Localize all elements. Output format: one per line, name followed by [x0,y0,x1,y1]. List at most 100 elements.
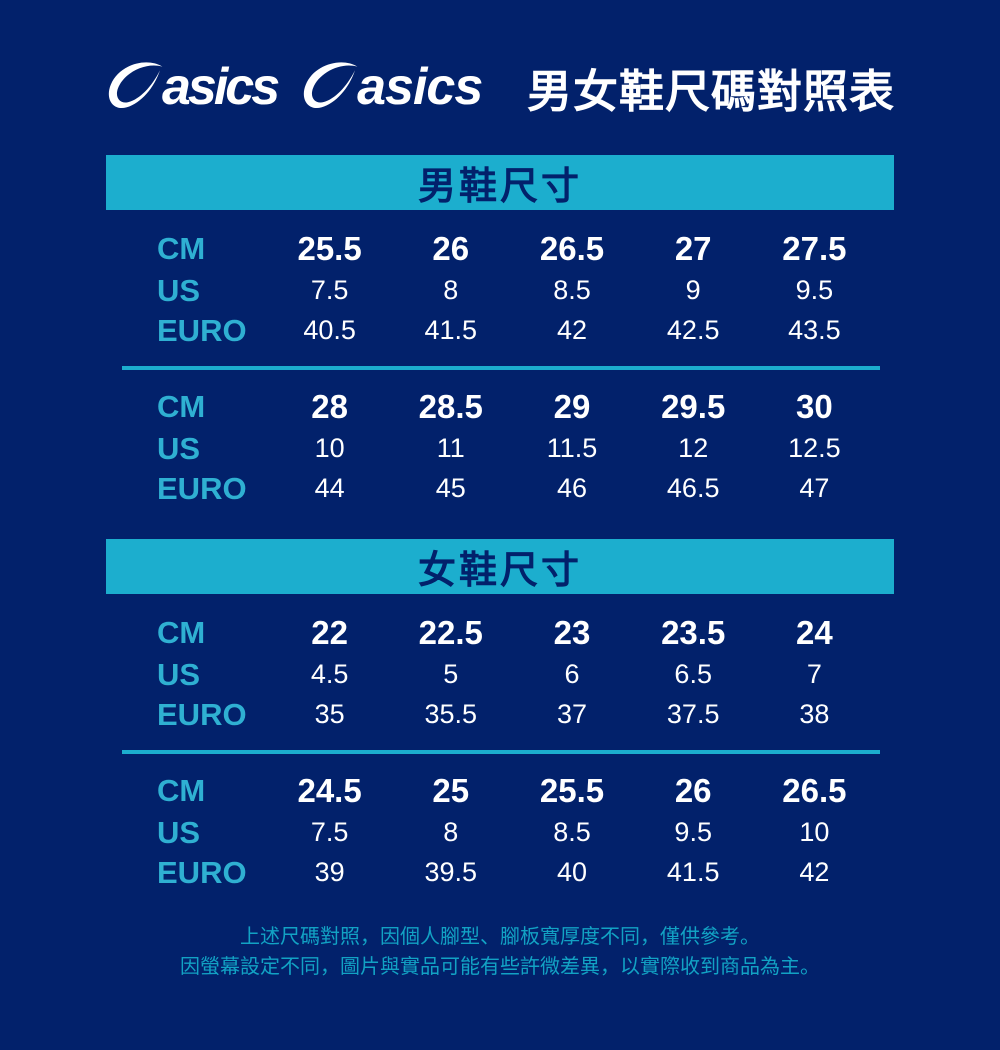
table-row-us: US 7.5 8 8.5 9 9.5 [157,270,875,310]
row-label-euro: EURO [157,854,247,890]
size-value: 35 [314,698,345,729]
row-label-us: US [157,814,201,850]
table-row-us: US 7.5 8 8.5 9.5 10 [157,812,875,852]
size-value: 42.5 [666,314,720,345]
size-value: 42 [799,856,830,887]
size-value: 8.5 [553,274,591,305]
size-value: 27 [674,229,712,267]
size-value: 8 [443,816,459,847]
size-value: 40.5 [303,314,356,345]
size-value: 46.5 [666,472,720,503]
mens-size-table-block2: CM 28 28.5 29 29.5 30 US 10 11 11.5 12 1… [157,384,875,508]
size-value: 40 [556,856,588,887]
footer-note-line1: 上述尺碼對照，因個人腳型、腳板寬厚度不同，僅供參考。 [240,926,760,948]
size-value: 37 [556,698,588,729]
size-value: 22.5 [418,613,483,651]
table-row-euro: EURO 44 45 46 46.5 47 [157,468,875,508]
row-label-us: US [157,272,201,308]
size-value: 22 [311,613,348,651]
table-row-euro: EURO 40.5 41.5 42 42.5 43.5 [157,310,875,350]
size-value: 29 [553,387,591,425]
size-value: 10 [314,432,345,463]
size-value: 26 [674,771,712,809]
asics-spiral-icon [303,62,358,109]
table-row-euro: EURO 39 39.5 40 41.5 42 [157,852,875,892]
size-value: 9.5 [674,816,712,847]
size-value: 7.5 [310,274,349,305]
table-row-euro: EURO 35 35.5 37 37.5 38 [157,694,875,734]
size-value: 41.5 [666,856,720,887]
size-value: 23 [553,613,591,651]
size-value: 5 [443,658,459,689]
asics-logo-primary: asics [106,57,280,117]
mens-section-banner: 男鞋尺寸 [106,155,894,210]
size-value: 9.5 [795,274,834,305]
banner-label: 男鞋尺寸 [417,166,582,208]
asics-wordmark: asics [162,58,280,116]
size-value: 43.5 [788,314,841,345]
row-label-cm: CM [157,230,206,266]
size-value: 24 [796,613,833,651]
row-label-euro: EURO [157,312,247,348]
size-value: 9 [685,274,701,305]
size-value: 25.5 [539,771,605,809]
womens-section-banner: 女鞋尺寸 [106,539,894,594]
size-value: 47 [799,472,830,503]
row-label-cm: CM [157,388,206,424]
womens-size-table-block1: CM 22 22.5 23 23.5 24 US 4.5 5 6 6.5 7 E… [157,610,875,734]
size-value: 25 [432,771,470,809]
size-value: 41.5 [424,314,478,345]
size-value: 10 [799,816,830,847]
size-value: 44 [314,472,345,503]
mens-size-table-block1: CM 25.5 26 26.5 27 27.5 US 7.5 8 8.5 9 9… [157,226,875,350]
table-row-us: US 4.5 5 6 6.5 7 [157,654,875,694]
table-row-cm: CM 25.5 26 26.5 27 27.5 [157,226,875,270]
size-value: 38 [799,698,830,729]
size-value: 45 [435,472,466,503]
size-value: 29.5 [661,387,726,425]
size-value: 26.5 [782,771,847,809]
size-value: 37.5 [666,698,720,729]
size-value: 35.5 [424,698,478,729]
table-row-cm: CM 24.5 25 25.5 26 26.5 [157,768,875,812]
size-value: 12 [678,432,709,463]
size-value: 11 [436,432,465,463]
row-label-cm: CM [157,614,206,650]
size-value: 30 [796,387,833,425]
size-value: 39 [314,856,345,887]
size-value: 8 [443,274,459,305]
size-value: 28.5 [418,387,483,425]
row-label-us: US [157,656,201,692]
size-value: 39.5 [424,856,478,887]
size-value: 4.5 [310,658,349,689]
size-value: 23.5 [661,613,726,651]
asics-logo-secondary: asics [301,57,483,117]
table-row-cm: CM 22 22.5 23 23.5 24 [157,610,875,654]
size-value: 46 [556,472,588,503]
section-divider [122,750,880,754]
size-value: 42 [556,314,588,345]
size-value: 25.5 [297,229,362,267]
row-label-cm: CM [157,772,206,808]
section-divider [122,366,880,370]
footer-note-line2: 因螢幕設定不同，圖片與實品可能有些許微差異，以實際收到商品為主。 [180,956,820,978]
table-row-us: US 10 11 11.5 12 12.5 [157,428,875,468]
row-label-us: US [157,430,201,466]
size-value: 11.5 [546,432,598,463]
table-row-cm: CM 28 28.5 29 29.5 30 [157,384,875,428]
size-value: 6.5 [674,658,712,689]
size-value: 12.5 [788,432,841,463]
footer-notes: 上述尺碼對照，因個人腳型、腳板寬厚度不同，僅供參考。 因螢幕設定不同，圖片與實品… [0,922,1000,982]
size-value: 26.5 [539,229,605,267]
size-value: 26 [432,229,470,267]
header: asics asics 男女鞋尺碼對照表 [106,50,895,124]
page-title: 男女鞋尺碼對照表 [526,65,895,117]
asics-wordmark: asics [357,58,483,116]
womens-size-table-block2: CM 24.5 25 25.5 26 26.5 US 7.5 8 8.5 9.5… [157,768,875,892]
size-value: 24.5 [297,771,362,809]
size-value: 7 [806,658,822,689]
asics-spiral-icon [108,62,163,109]
size-value: 6 [564,658,580,689]
size-value: 8.5 [553,816,591,847]
size-value: 28 [311,387,348,425]
